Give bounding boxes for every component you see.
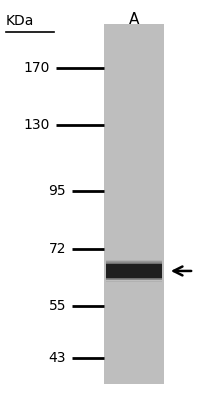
Bar [106, 280, 162, 281]
Bar [106, 264, 162, 278]
Text: KDa: KDa [6, 14, 34, 28]
Bar [106, 260, 162, 261]
Text: 55: 55 [48, 299, 66, 313]
Text: 130: 130 [24, 118, 50, 132]
Text: 72: 72 [48, 242, 66, 256]
Text: 95: 95 [48, 184, 66, 198]
Bar [104, 24, 164, 384]
Bar [106, 278, 162, 279]
Text: A: A [129, 12, 139, 27]
Text: 170: 170 [24, 62, 50, 76]
Bar [106, 263, 162, 264]
Bar [106, 281, 162, 282]
Bar [106, 279, 162, 280]
Text: 43: 43 [48, 351, 66, 365]
